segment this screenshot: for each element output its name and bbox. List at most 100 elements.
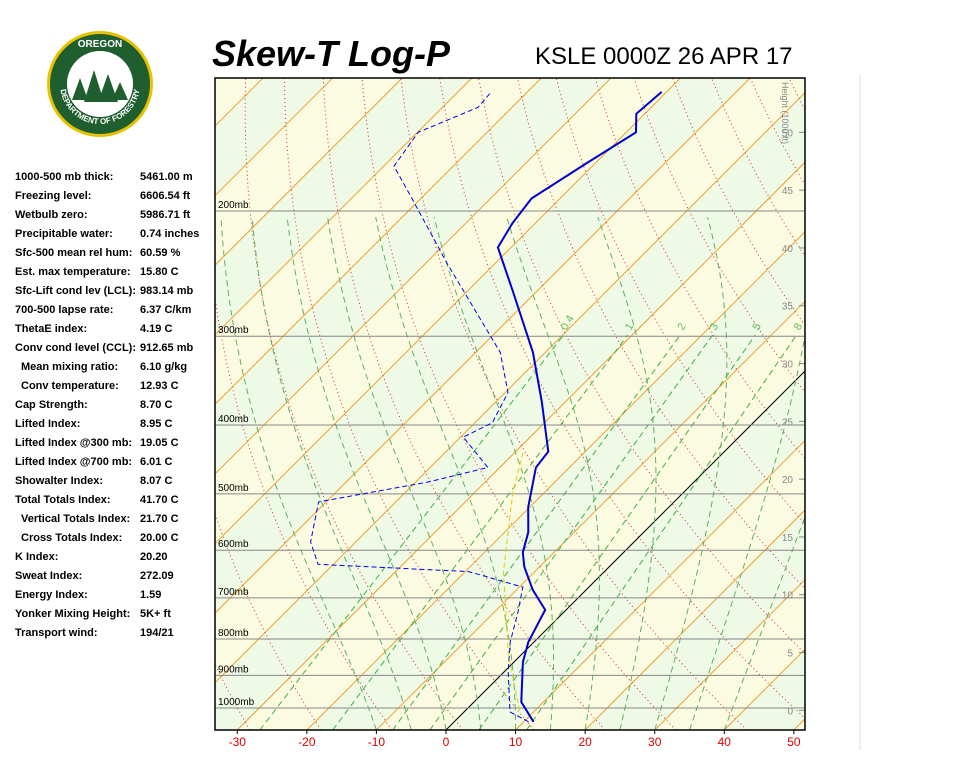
isotherm (215, 78, 751, 614)
index-value: 19.05 C (140, 437, 179, 449)
x-tick-label: -30 (229, 735, 247, 749)
index-value: 5K+ ft (140, 608, 171, 620)
index-value: 4.19 C (140, 323, 172, 335)
height-label: 40 (782, 244, 794, 255)
isotherm (215, 78, 681, 545)
moist-adiabat (251, 217, 412, 730)
index-value: 194/21 (140, 627, 174, 639)
index-label: Conv temperature: (21, 380, 119, 392)
height-label: 10 (782, 591, 794, 602)
moist-adiabat (597, 216, 657, 730)
index-value: 21.70 C (140, 513, 179, 525)
moist-adiabat (286, 217, 447, 730)
pressure-label: 200mb (218, 200, 249, 211)
isotherm (215, 78, 403, 266)
mixing-ratio-label: 3 (708, 321, 721, 332)
pressure-label: 300mb (218, 325, 249, 336)
index-label: Mean mixing ratio: (21, 361, 118, 373)
station: KSLE 0000Z 26 APR 17 (535, 43, 793, 70)
index-value: 8.07 C (140, 475, 172, 487)
x-tick-label: 40 (718, 735, 732, 749)
logo-trees (72, 70, 128, 102)
moist-adiabat (723, 515, 805, 730)
mixing-ratio-label: 8 (792, 321, 805, 332)
pressure-label: 700mb (218, 587, 249, 598)
index-value: 0.74 inches (140, 228, 199, 240)
plot-frame (214, 77, 806, 731)
mixing-ratio-label: 2 (675, 321, 688, 332)
index-label: Yonker Mixing Height: (15, 608, 130, 620)
logo: OREGON DEPARTMENT OF FORESTRY (47, 31, 153, 137)
logo-center (67, 51, 133, 117)
pressure-label: 1000mb (218, 697, 255, 708)
index-value: 912.65 mb (140, 342, 193, 354)
dry-adiabat (944, 78, 960, 730)
pressure-label: 800mb (218, 628, 249, 639)
moist-adiabat (327, 217, 482, 730)
isotherm (515, 439, 805, 730)
dry-adiabat (906, 78, 960, 730)
isotherm (376, 300, 805, 730)
isotherm (236, 161, 805, 730)
x-tick-label: 30 (648, 735, 662, 749)
isotherm (584, 509, 805, 730)
dry-adiabat (244, 78, 464, 730)
mixing-ratio-line (332, 334, 629, 730)
index-value: 6.37 C/km (140, 304, 192, 316)
height-label: 35 (782, 302, 794, 313)
height-label: 15 (782, 533, 794, 544)
height-axis-label: Height (1000 ft) (780, 82, 790, 144)
isotherm (215, 91, 805, 684)
sounding-line (496, 91, 663, 723)
dry-adiabat (215, 512, 322, 730)
height-label: 5 (787, 649, 793, 660)
isotherm (215, 78, 473, 336)
x-tick-label: -20 (298, 735, 316, 749)
index-value: 5986.71 ft (140, 209, 190, 221)
band (215, 78, 805, 683)
pressure-label: 500mb (218, 483, 249, 494)
moist-adiabat (506, 216, 600, 730)
index-label: Energy Index: (15, 589, 88, 601)
index-label: Conv cond level (CCL): (15, 342, 136, 354)
index-value: 41.70 C (140, 494, 179, 506)
pressure-label: 600mb (218, 539, 249, 550)
mixing-ratio-line (429, 334, 713, 730)
moist-adiabat (375, 217, 517, 730)
sounding-line (310, 91, 529, 723)
index-label: Transport wind: (15, 627, 98, 639)
index-label: Total Totals Index: (15, 494, 111, 506)
x-tick-label: 50 (787, 735, 801, 749)
dry-adiabat (215, 294, 393, 730)
band (793, 718, 805, 730)
x-tick-label: -10 (368, 735, 386, 749)
pressure-label: 400mb (218, 414, 249, 425)
isotherm (793, 718, 805, 730)
dry-adiabat (594, 78, 805, 460)
height-label: 50 (782, 128, 794, 139)
index-value: 6.01 C (140, 456, 172, 468)
isotherm (215, 78, 334, 197)
height-label: 20 (782, 475, 794, 486)
dry-adiabat (788, 78, 805, 112)
mixing-ratio-label: 5 (750, 321, 763, 332)
moist-adiabat (689, 333, 805, 730)
logo-top: OREGON (78, 39, 122, 50)
height-label: 45 (782, 186, 794, 197)
x-tick-label: 0 (443, 735, 450, 749)
index-label: Precipitable water: (15, 228, 113, 240)
x-tick-label: 20 (578, 735, 592, 749)
index-label: Lifted Index @700 mb: (15, 456, 132, 468)
mixing-ratio-line (478, 334, 756, 730)
index-label: Sweat Index: (15, 570, 82, 582)
index-label: Lifted Index: (15, 418, 80, 430)
height-label: 30 (782, 360, 794, 371)
moist-adiabat (654, 216, 728, 730)
index-label: Wetbulb zero: (15, 209, 88, 221)
title: Skew-T Log-P (212, 33, 451, 74)
index-label: 700-500 lapse rate: (15, 304, 113, 316)
dry-adiabat (867, 78, 960, 730)
band (215, 92, 805, 730)
axes: 0.4 1 2 3 5 81000mb900mb800mb700mb600mb500mb4… (214, 77, 806, 749)
